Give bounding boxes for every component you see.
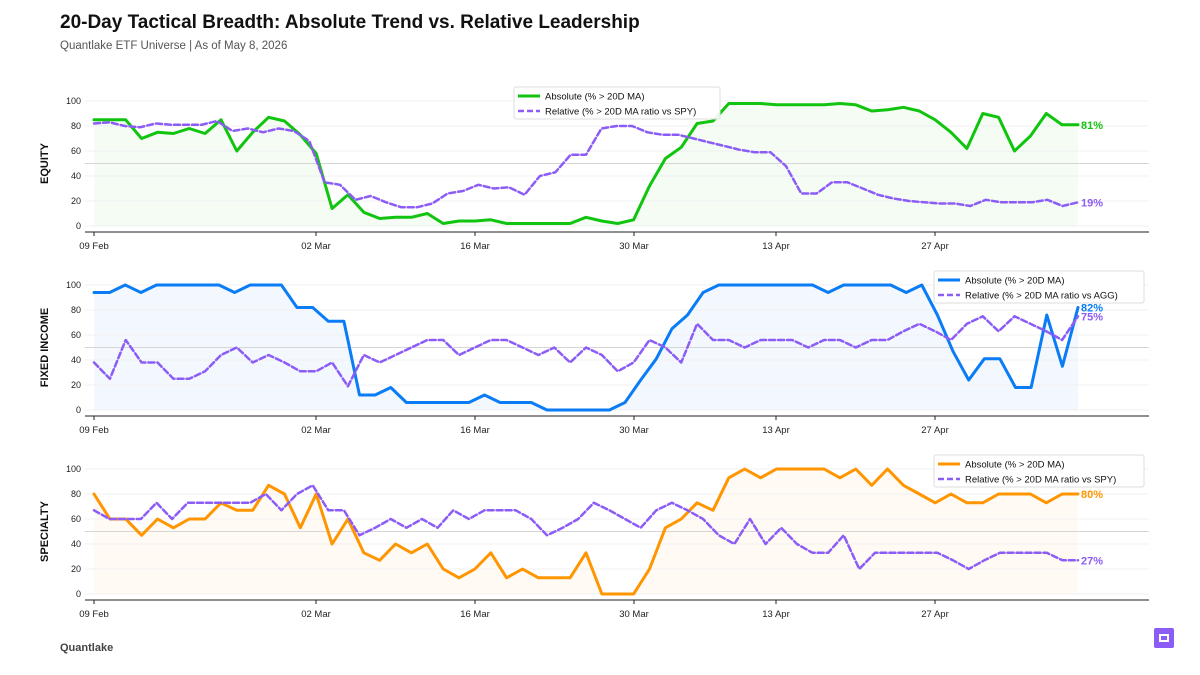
x-tick-label: 02 Mar [301,609,331,620]
absolute-series-line [92,102,1080,225]
y-tick-label: 0 [76,405,81,415]
x-tick-label: 30 Mar [619,609,649,620]
legend-label: Relative (% > 20D MA ratio vs AGG) [965,291,1118,302]
x-tick-label: 13 Apr [762,241,789,252]
y-tick-label: 100 [66,96,81,106]
x-tick-label: 27 Apr [921,241,948,252]
y-tick-label: 0 [76,589,81,599]
chart-panel-fixed-income: 0 20 40 60 80 100 09 Feb 02 Mar 16 Mar 30 Mar 13 A… [39,270,1149,436]
absolute-area-fill [94,103,1078,226]
x-tick-label: 13 Apr [762,425,789,436]
series-end-label: 75% [1081,311,1103,323]
series-end-label: 19% [1081,197,1103,209]
y-tick-label: 100 [66,464,81,474]
y-tick-label: 40 [71,539,81,549]
x-tick-label: 13 Apr [762,609,789,620]
y-tick-label: 20 [71,380,81,390]
relative-series-line [92,119,1080,209]
x-tick-label: 30 Mar [619,425,649,436]
x-tick-label: 02 Mar [301,425,331,436]
x-tick-label: 09 Feb [79,425,109,436]
footer-brand: Quantlake [60,642,114,654]
x-tick-label: 02 Mar [301,241,331,252]
panel-label: EQUITY [39,142,51,184]
absolute-series-line [92,283,1080,412]
series-end-label: 80% [1081,489,1103,501]
y-tick-label: 20 [71,564,81,574]
chart-panel-equity: 0 20 40 60 80 100 09 Feb 02 Mar 16 Mar 30 Mar 13 A… [39,86,1149,252]
y-tick-label: 80 [71,305,81,315]
panel-label: FIXED INCOME [39,308,51,387]
y-tick-label: 60 [71,146,81,156]
legend: Absolute (% > 20D MA) Relative (% > 20D M… [933,454,1145,488]
legend-box [513,86,721,120]
relative-series-line [92,315,1080,388]
x-tick-label: 16 Mar [460,241,490,252]
y-tick-label: 20 [71,196,81,206]
legend-label: Relative (% > 20D MA ratio vs SPY) [965,475,1116,486]
legend: Absolute (% > 20D MA) Relative (% > 20D M… [513,86,721,120]
series-end-label: 82% [1081,303,1103,315]
absolute-area-fill [94,285,1078,410]
y-tick-label: 100 [66,280,81,290]
legend-label: Absolute (% > 20D MA) [545,92,645,103]
brand-logo-icon [1154,628,1174,648]
x-tick-label: 30 Mar [619,241,649,252]
series-end-label: 27% [1081,555,1103,567]
series-end-label: 81% [1081,120,1103,132]
legend-box [933,270,1145,304]
y-tick-label: 40 [71,355,81,365]
legend-label: Relative (% > 20D MA ratio vs SPY) [545,107,696,118]
x-tick-label: 27 Apr [921,609,948,620]
x-tick-label: 09 Feb [79,609,109,620]
page-title: 20-Day Tactical Breadth: Absolute Trend … [60,12,640,33]
page-subtitle: Quantlake ETF Universe | As of May 8, 20… [60,40,288,52]
y-tick-label: 40 [71,171,81,181]
chart-panel-specialty: 0 20 40 60 80 100 09 Feb 02 Mar 16 Mar 30 Mar 13 A… [39,454,1149,620]
y-tick-label: 60 [71,330,81,340]
legend: Absolute (% > 20D MA) Relative (% > 20D M… [933,270,1145,304]
absolute-series-line [92,467,1080,596]
legend-box [933,454,1145,488]
x-tick-label: 16 Mar [460,425,490,436]
y-tick-label: 80 [71,121,81,131]
legend-label: Absolute (% > 20D MA) [965,276,1065,287]
absolute-area-fill [94,469,1078,594]
y-tick-label: 60 [71,514,81,524]
x-tick-label: 16 Mar [460,609,490,620]
y-tick-label: 80 [71,489,81,499]
legend-label: Absolute (% > 20D MA) [965,460,1065,471]
x-tick-label: 09 Feb [79,241,109,252]
x-tick-label: 27 Apr [921,425,948,436]
panel-label: SPECIALTY [39,500,51,562]
relative-series-line [92,484,1080,571]
y-tick-label: 0 [76,221,81,231]
